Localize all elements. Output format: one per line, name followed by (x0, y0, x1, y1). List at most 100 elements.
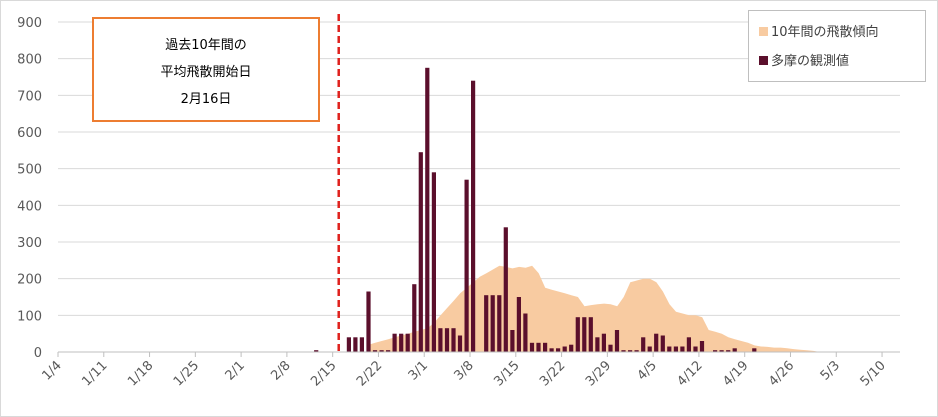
y-tick-label: 400 (17, 199, 42, 214)
x-tick-label: 3/22 (537, 358, 568, 389)
bar-3/28 (601, 333, 606, 352)
bar-3/24 (575, 317, 580, 352)
x-tick-label: 1/25 (171, 358, 202, 389)
legend-label-observed: 多摩の観測値 (771, 54, 850, 69)
bar-3/11 (490, 295, 495, 352)
axes (57, 351, 900, 357)
bar-4/9 (680, 346, 685, 352)
x-tick-label: 5/3 (818, 358, 843, 383)
bar-2/23 (386, 350, 391, 352)
bar-4/16 (726, 350, 731, 352)
y-tick-label: 600 (17, 126, 42, 141)
y-tick-label: 800 (17, 53, 42, 68)
annotation-line-3: 2月16日 (180, 92, 232, 107)
legend-label-trend: 10年間の飛散傾向 (771, 25, 879, 40)
bar-3/15 (516, 297, 521, 352)
bar-3/27 (595, 337, 600, 352)
bar-3/10 (484, 295, 489, 352)
y-tick-label: 900 (17, 16, 42, 31)
bar-4/4 (647, 346, 652, 352)
bar-3/29 (608, 344, 613, 352)
bar-4/8 (673, 346, 678, 352)
bar-4/15 (719, 350, 724, 352)
x-tick-label: 4/19 (720, 358, 751, 389)
bar-2/20 (366, 291, 371, 352)
legend-item-observed: 多摩の観測値 (759, 52, 849, 72)
bar-3/6 (457, 335, 463, 352)
y-tick-label: 300 (17, 236, 42, 251)
y-tick-label: 700 (17, 89, 42, 104)
annotation-line-2: 平均飛散開始日 (160, 65, 252, 80)
x-tick-label: 1/11 (79, 358, 110, 389)
bar-2/25 (399, 333, 404, 352)
bar-3/30 (614, 330, 620, 352)
bar-4/11 (693, 346, 698, 352)
x-tick-label: 3/29 (583, 358, 614, 389)
y-tick-label: 200 (17, 273, 42, 288)
y-tick-labels: 0 100 200 300 400 500 600 700 800 900 (17, 16, 42, 361)
y-tick-label: 0 (34, 346, 42, 361)
bar-3/21 (556, 348, 561, 352)
x-tick-label: 3/8 (451, 358, 476, 383)
bar-3/5 (451, 328, 456, 352)
bar-3/19 (543, 342, 548, 352)
bar-4/2 (634, 350, 639, 352)
bar-3/26 (588, 317, 593, 352)
bar-3/22 (562, 346, 567, 352)
bar-4/20 (752, 348, 757, 352)
x-tick-label: 5/10 (858, 358, 889, 389)
observation-bars (314, 67, 757, 353)
x-tick-label: 2/15 (308, 358, 339, 389)
y-tick-label: 500 (17, 163, 42, 178)
bar-3/4 (444, 328, 450, 352)
bar-4/7 (667, 346, 672, 352)
legend: 10年間の飛散傾向 多摩の観測値 (748, 10, 926, 82)
x-tick-label: 1/4 (39, 358, 64, 383)
x-tick-label: 2/1 (223, 358, 248, 383)
bar-3/2 (431, 172, 436, 352)
bar-3/13 (503, 227, 508, 352)
x-tick-label: 3/1 (406, 358, 431, 383)
bar-3/1 (425, 67, 430, 353)
x-tick-label: 4/26 (766, 358, 797, 389)
bar-2/18 (353, 337, 358, 352)
bar-3/20 (549, 348, 554, 352)
bar-2/19 (359, 337, 364, 352)
bar-4/12 (699, 341, 705, 352)
legend-swatch-trend (759, 27, 768, 36)
bar-2/24 (392, 333, 397, 352)
bar-3/23 (569, 344, 574, 352)
y-tick-label: 100 (17, 309, 42, 324)
x-tick-label: 2/8 (268, 358, 293, 383)
bar-3/8 (471, 80, 476, 352)
x-tick-label: 2/22 (354, 358, 385, 389)
bar-3/16 (523, 313, 528, 352)
bar-2/28 (418, 152, 423, 352)
bar-4/14 (713, 350, 718, 352)
x-tick-label: 1/18 (125, 358, 156, 389)
bar-4/3 (641, 337, 646, 352)
bar-3/18 (536, 342, 541, 352)
bar-2/21 (372, 350, 378, 352)
bar-3/12 (497, 295, 502, 352)
x-tick-label: 3/15 (491, 358, 522, 389)
bar-2/22 (379, 350, 384, 352)
bar-2/17 (346, 337, 351, 352)
legend-item-trend: 10年間の飛散傾向 (759, 23, 879, 43)
bar-3/7 (464, 179, 469, 352)
x-tick-label: 4/5 (635, 358, 660, 383)
bar-3/3 (438, 328, 443, 352)
bar-3/14 (510, 330, 515, 352)
bar-2/27 (412, 284, 417, 352)
trend-area-layer (368, 265, 820, 352)
average-start-annotation: 過去10年間の 平均飛散開始日 2月16日 (92, 17, 320, 122)
bar-4/17 (732, 348, 737, 352)
bar-3/17 (529, 342, 535, 352)
bar-2/12 (314, 350, 319, 352)
bar-2/26 (405, 333, 410, 352)
trend-area (368, 265, 820, 352)
bar-3/25 (582, 317, 587, 352)
bar-3/31 (621, 350, 626, 352)
annotation-line-1: 過去10年間の (165, 38, 247, 53)
bar-4/5 (654, 333, 659, 352)
